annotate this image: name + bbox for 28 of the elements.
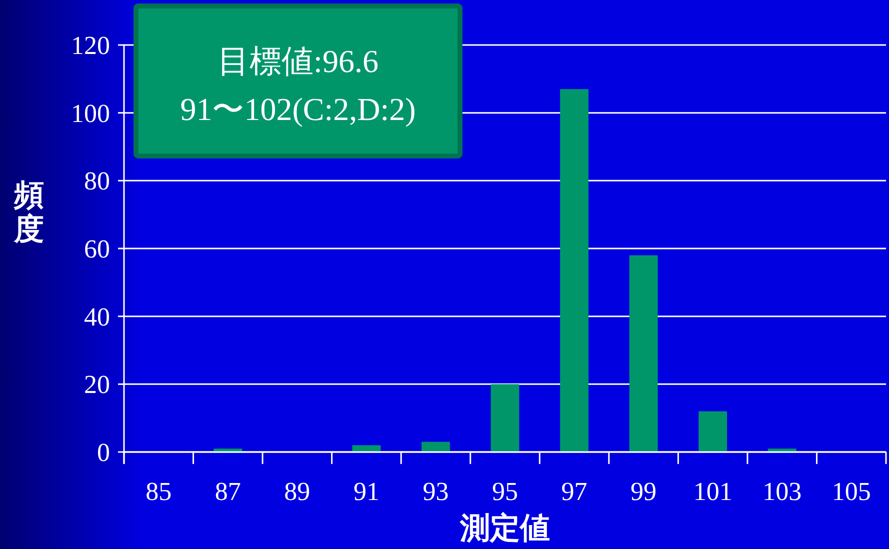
y-tick-label: 120 [71, 31, 110, 60]
x-tick-label: 91 [353, 477, 380, 506]
x-tick-label: 103 [762, 477, 802, 506]
x-tick-label: 87 [214, 477, 241, 506]
y-tick-label: 20 [84, 370, 110, 400]
x-tick-label: 97 [561, 477, 588, 506]
x-tick-label: 101 [693, 477, 732, 506]
y-tick-label: 60 [84, 234, 110, 264]
y-tick-label: 80 [84, 166, 110, 196]
x-tick-label: 93 [422, 477, 449, 506]
bar [698, 411, 728, 452]
x-tick-label: 95 [492, 477, 518, 506]
bar [422, 442, 450, 452]
bar [629, 255, 658, 452]
annotation: 目標値:96.6 [218, 43, 378, 79]
x-tick-label: 99 [630, 477, 657, 506]
annotation: 91〜102(C:2,D:2) [180, 91, 416, 127]
bar [352, 445, 381, 452]
x-tick-label: 89 [284, 477, 310, 506]
y-axis-title: 頻度 [13, 178, 44, 247]
bar [490, 384, 520, 452]
bar [560, 89, 588, 452]
x-tick-label: 85 [146, 477, 172, 506]
y-tick-label: 0 [97, 438, 110, 467]
x-axis-title: 測定値 [459, 511, 550, 546]
y-tick-label: 100 [71, 98, 110, 128]
x-tick-label: 105 [832, 477, 871, 506]
y-tick-label: 40 [84, 302, 110, 332]
